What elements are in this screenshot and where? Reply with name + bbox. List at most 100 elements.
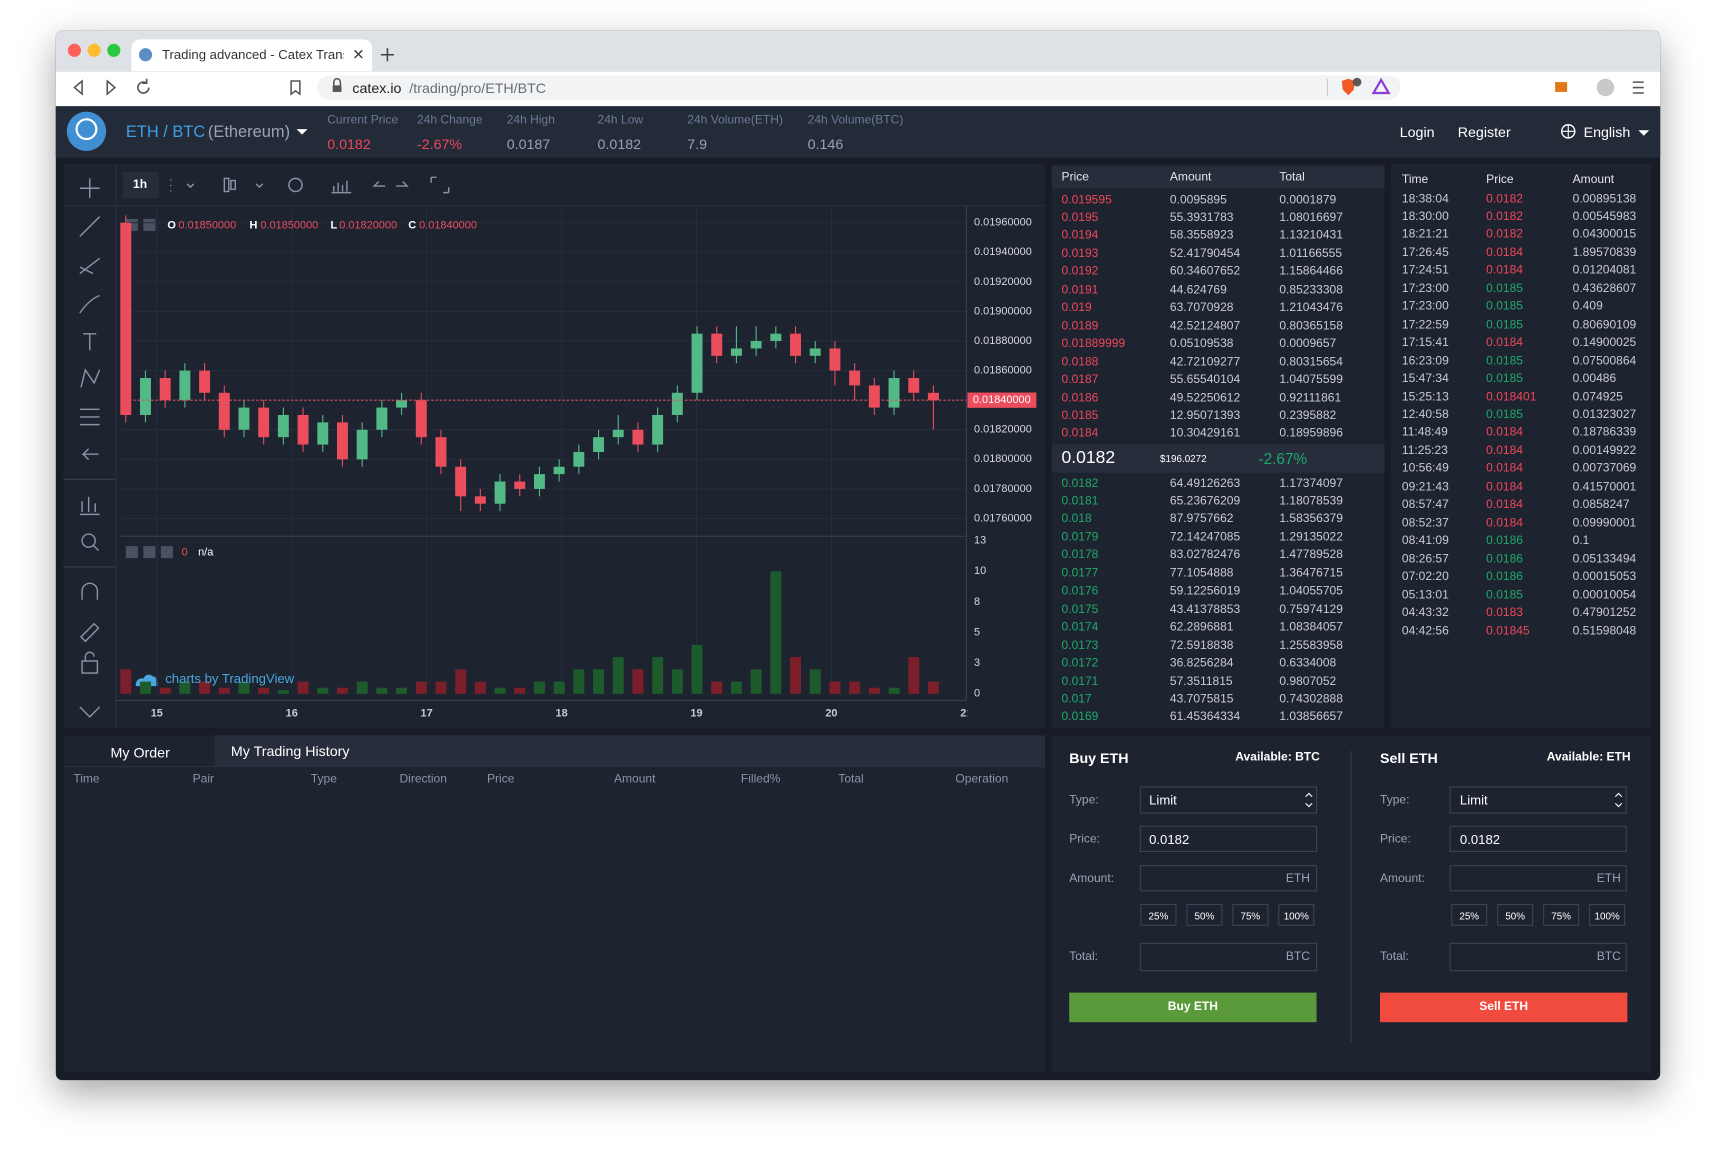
candle-body	[750, 341, 762, 349]
orders-tab[interactable]: My Trading History	[230, 742, 350, 759]
submit-button[interactable]: Sell ETH	[1380, 992, 1628, 1023]
percent-button[interactable]: 50%	[1497, 903, 1534, 926]
stat-value: 0.146	[807, 135, 844, 152]
percent-button[interactable]: 100%	[1278, 903, 1315, 926]
order-type-select[interactable]: Limit	[1149, 792, 1177, 808]
volume-bar	[396, 687, 408, 694]
volume-bar	[474, 681, 486, 694]
y-tick-label: 0.01780000	[974, 483, 1032, 495]
ask-cell: 44.624769	[1169, 283, 1227, 297]
x-tick-label: 20	[825, 707, 837, 719]
trade-time: 17:26:45	[1401, 246, 1449, 260]
candle-body	[809, 348, 821, 356]
bid-cell: 43.41378853	[1169, 602, 1241, 616]
pair[interactable]: ETH / BTC	[125, 122, 206, 141]
ohlc-value: 0.01840000	[419, 219, 477, 231]
order-book-column: Price	[1061, 170, 1089, 184]
trade-time: 05:13:01	[1401, 588, 1449, 602]
order-book-column: Total	[1279, 170, 1305, 184]
trade-price: 0.0185	[1486, 588, 1524, 602]
nav-link[interactable]: English	[1583, 123, 1631, 140]
bid-cell: 0.6334008	[1279, 656, 1337, 670]
stat-value: 0.0187	[506, 135, 551, 152]
nav-link[interactable]: Login	[1399, 123, 1435, 140]
candle-body	[179, 370, 191, 401]
candle-body	[238, 407, 250, 430]
orders-column: Price	[487, 772, 515, 786]
ask-price: 0.0186	[1061, 391, 1099, 405]
order-book-column: Amount	[1169, 170, 1212, 184]
candle-body	[730, 348, 742, 356]
orders-column: Direction	[399, 772, 447, 786]
order-type-select[interactable]: Limit	[1459, 792, 1488, 808]
ask-price: 0.0192	[1061, 265, 1099, 279]
bid-cell: 72.5918838	[1169, 638, 1234, 652]
trade-amount: 0.01204081	[1572, 264, 1637, 278]
nav-link[interactable]: Register	[1457, 123, 1511, 140]
pair-name[interactable]: (Ethereum)	[207, 122, 291, 141]
trade-amount: 0.41570001	[1572, 480, 1637, 494]
percent-button[interactable]: 25%	[1140, 903, 1177, 926]
order-book-header	[1051, 166, 1385, 189]
trade-time: 10:56:49	[1401, 462, 1449, 476]
ask-cell: 1.15864466	[1279, 265, 1343, 279]
orders-tab[interactable]: My Order	[110, 743, 170, 761]
ask-cell: 10.30429161	[1169, 427, 1241, 441]
bid-cell: 83.02782476	[1169, 548, 1241, 562]
ask-cell: 60.34607652	[1169, 265, 1241, 279]
watermark: charts by TradingView	[165, 671, 294, 686]
tab[interactable]	[131, 39, 373, 72]
ohlc-label: L	[331, 219, 338, 231]
percent-button[interactable]: 25%	[1451, 903, 1488, 926]
last-price-label: 0.01840000	[973, 394, 1031, 406]
bid-cell: 1.29135022	[1279, 530, 1343, 544]
trade-time: 18:30:00	[1401, 210, 1449, 224]
price-input[interactable]: 0.0182	[1149, 831, 1190, 848]
trade-price: 0.0186	[1486, 570, 1524, 584]
price-input[interactable]: 0.0182	[1459, 831, 1501, 848]
trade-amount: 0.18786339	[1572, 426, 1637, 440]
bid-cell: 1.58356379	[1279, 512, 1343, 526]
trade-time: 07:02:20	[1401, 570, 1449, 584]
candle-body	[553, 466, 565, 475]
orders-column: Type	[310, 772, 337, 786]
trade-time: 11:25:23	[1401, 444, 1448, 458]
trade-time: 04:43:32	[1401, 606, 1449, 620]
stat-label: 24h Change	[416, 113, 483, 127]
volume-tick-label: 0	[974, 688, 980, 700]
y-tick-label: 0.01800000	[974, 453, 1032, 465]
orders-tab-strip	[214, 735, 1046, 767]
volume-bar	[179, 681, 191, 694]
ask-cell: 1.08016697	[1279, 211, 1343, 225]
bid-cell: 1.25583958	[1279, 638, 1343, 652]
orders-column: Pair	[192, 772, 215, 786]
volume-tick-label: 8	[974, 596, 980, 608]
submit-button[interactable]: Buy ETH	[1069, 992, 1317, 1023]
volume-tick-label: 5	[974, 626, 980, 638]
percent-button[interactable]: 100%	[1589, 903, 1626, 926]
ohlc-value: 0.01850000	[260, 219, 318, 231]
percent-button[interactable]: 50%	[1186, 903, 1223, 926]
ask-price: 0.0195	[1061, 211, 1099, 225]
trade-time: 17:24:51	[1401, 264, 1449, 278]
trade-amount: 0.05133494	[1572, 552, 1637, 566]
bid-price: 0.0181	[1061, 494, 1099, 508]
y-tick-label: 0.01860000	[974, 365, 1032, 377]
percent-button[interactable]: 75%	[1543, 903, 1580, 926]
stat-value: 0.0182	[597, 135, 642, 152]
bid-price: 0.0178	[1061, 548, 1099, 562]
form-label: Amount:	[1069, 871, 1115, 885]
ask-cell: 49.52250612	[1169, 391, 1241, 405]
trade-time: 08:52:37	[1401, 516, 1449, 530]
last-price-tag	[967, 392, 1037, 408]
url-field[interactable]	[317, 75, 1401, 100]
bid-cell: 1.08384057	[1279, 620, 1343, 634]
form-available: Available: BTC	[1235, 750, 1320, 764]
trade-time: 09:21:43	[1401, 480, 1449, 494]
form-title: Sell ETH	[1380, 749, 1438, 766]
percent-button[interactable]: 75%	[1232, 903, 1269, 926]
form-label: Amount:	[1380, 871, 1425, 885]
trade-amount: 1.89570839	[1572, 246, 1637, 260]
candle-body	[218, 392, 230, 430]
bid-price: 0.0175	[1061, 602, 1099, 616]
